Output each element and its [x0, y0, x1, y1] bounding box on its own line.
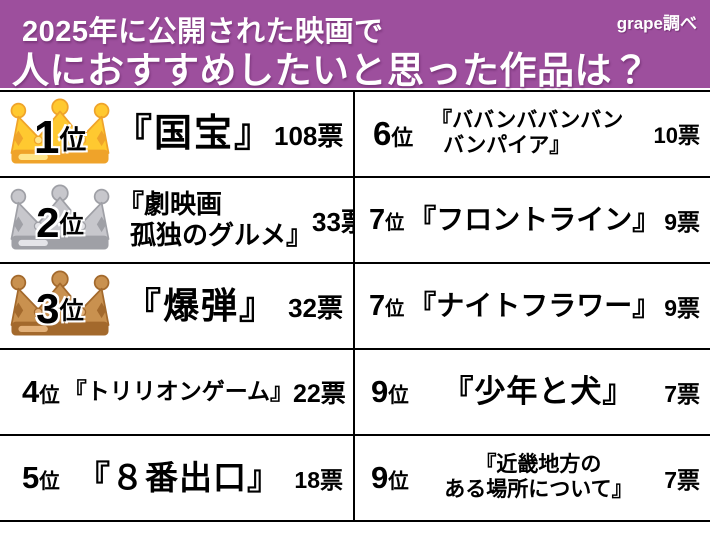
movie-title-line: 『爆弾』 — [125, 284, 278, 326]
rank-label: 9位 — [371, 374, 409, 410]
rank-suffix: 位 — [385, 298, 405, 320]
movie-title-line: 『少年と犬』 — [442, 373, 635, 409]
ranking-cell-rank7b: 7位 『ナイトフラワー』 9票 — [355, 264, 710, 350]
movie-title-line: バンパイア』 — [443, 134, 571, 157]
rank-number: 4 — [22, 374, 40, 409]
rank-label: 7位 — [369, 204, 404, 237]
vote-count: 18票 — [294, 467, 343, 493]
rank-number: 9 — [371, 374, 389, 409]
rank-label: 9位 — [371, 460, 409, 496]
vote-count: 7票 — [664, 467, 700, 493]
rank-suffix: 位 — [59, 297, 84, 325]
rank-number: 1 — [33, 111, 60, 163]
movie-title: 『劇映画 孤独のグルメ』 — [114, 189, 312, 250]
rank-suffix: 位 — [59, 211, 84, 239]
vote-count: 9票 — [664, 295, 700, 321]
vote-count: 10票 — [653, 123, 700, 148]
rank-suffix: 位 — [385, 212, 405, 234]
movie-title-line: 『劇映画 — [118, 189, 223, 220]
movie-title-line: 『トリリオンゲーム』 — [63, 378, 293, 405]
silver-crown-icon — [10, 184, 110, 250]
movie-title: 『トリリオンゲーム』 — [64, 378, 293, 405]
movie-title: 『フロントライン』 — [404, 203, 664, 236]
movie-title-line: 孤独のグルメ』 — [130, 220, 313, 250]
rank-suffix: 位 — [388, 470, 409, 493]
rank-suffix: 位 — [391, 125, 414, 150]
gold-crown-icon — [10, 98, 110, 164]
rank-label: 5位 — [22, 460, 60, 496]
title-line-2: 人におすすめしたいと思った作品は？ — [12, 50, 650, 91]
rank-number: 5 — [22, 460, 40, 495]
ranking-cell-rank9b: 9位 『近畿地方の ある場所について』 7票 — [355, 436, 710, 522]
movie-title-line: 『ナイトフラワー』 — [408, 290, 661, 322]
ranking-cell-rank9a: 9位 『少年と犬』 7票 — [355, 350, 710, 436]
rank-number: 7 — [369, 203, 386, 236]
movie-title-line: 『フロントライン』 — [408, 204, 661, 236]
ranking-cell-rank5: 5位 『８番出口』 18票 — [0, 436, 355, 522]
ranking-cell-rank7a: 7位 『フロントライン』 9票 — [355, 178, 710, 264]
rank-label: 7位 — [369, 290, 404, 323]
vote-count: 32票 — [288, 292, 343, 323]
movie-title-line: 『近畿地方の — [475, 453, 602, 477]
rank-number: 9 — [371, 460, 389, 495]
rank-number: 7 — [369, 289, 386, 322]
rank-suffix: 位 — [388, 384, 409, 407]
movie-title: 『８番出口』 — [64, 459, 295, 498]
rank-number: 6 — [373, 115, 392, 152]
ranking-cell-rank6: 6位 『ババンババンバン バンパイア』 10票 — [355, 92, 710, 178]
movie-title: 『国宝』 — [114, 112, 274, 157]
rank-suffix: 位 — [59, 124, 87, 155]
movie-title-line: ある場所について』 — [444, 478, 633, 501]
movie-title: 『ナイトフラワー』 — [404, 289, 664, 322]
movie-title-line: 『ババンババンバン — [431, 109, 624, 133]
header-banner: 2025年に公開された映画で 人におすすめしたいと思った作品は？ grape調べ — [0, 0, 710, 91]
vote-count: 9票 — [664, 209, 700, 235]
movie-title-line: 『８番出口』 — [77, 458, 282, 496]
movie-title: 『少年と犬』 — [413, 374, 665, 411]
vote-count: 33票 — [312, 206, 353, 237]
vote-count: 7票 — [664, 381, 700, 407]
survey-credit: grape調べ — [616, 14, 697, 33]
movie-title: 『近畿地方の ある場所について』 — [413, 453, 665, 503]
vote-count: 108票 — [274, 120, 344, 151]
rank-label: 4位 — [22, 374, 60, 410]
movie-title: 『爆弾』 — [114, 285, 288, 327]
vote-count: 22票 — [293, 380, 346, 408]
title-line-1: 2025年に公開された映画で — [22, 16, 384, 48]
rank-suffix: 位 — [39, 384, 60, 407]
bronze-crown-icon — [10, 270, 110, 336]
rank-label: 6位 — [373, 115, 413, 153]
movie-title: 『ババンババンバン バンパイア』 — [417, 109, 653, 159]
rank-number: 3 — [36, 285, 60, 332]
rank-number: 2 — [36, 199, 60, 246]
rank-suffix: 位 — [39, 470, 60, 493]
ranking-cell-rank4: 4位 『トリリオンゲーム』 22票 — [0, 350, 355, 436]
movie-title-line: 『国宝』 — [114, 112, 275, 155]
